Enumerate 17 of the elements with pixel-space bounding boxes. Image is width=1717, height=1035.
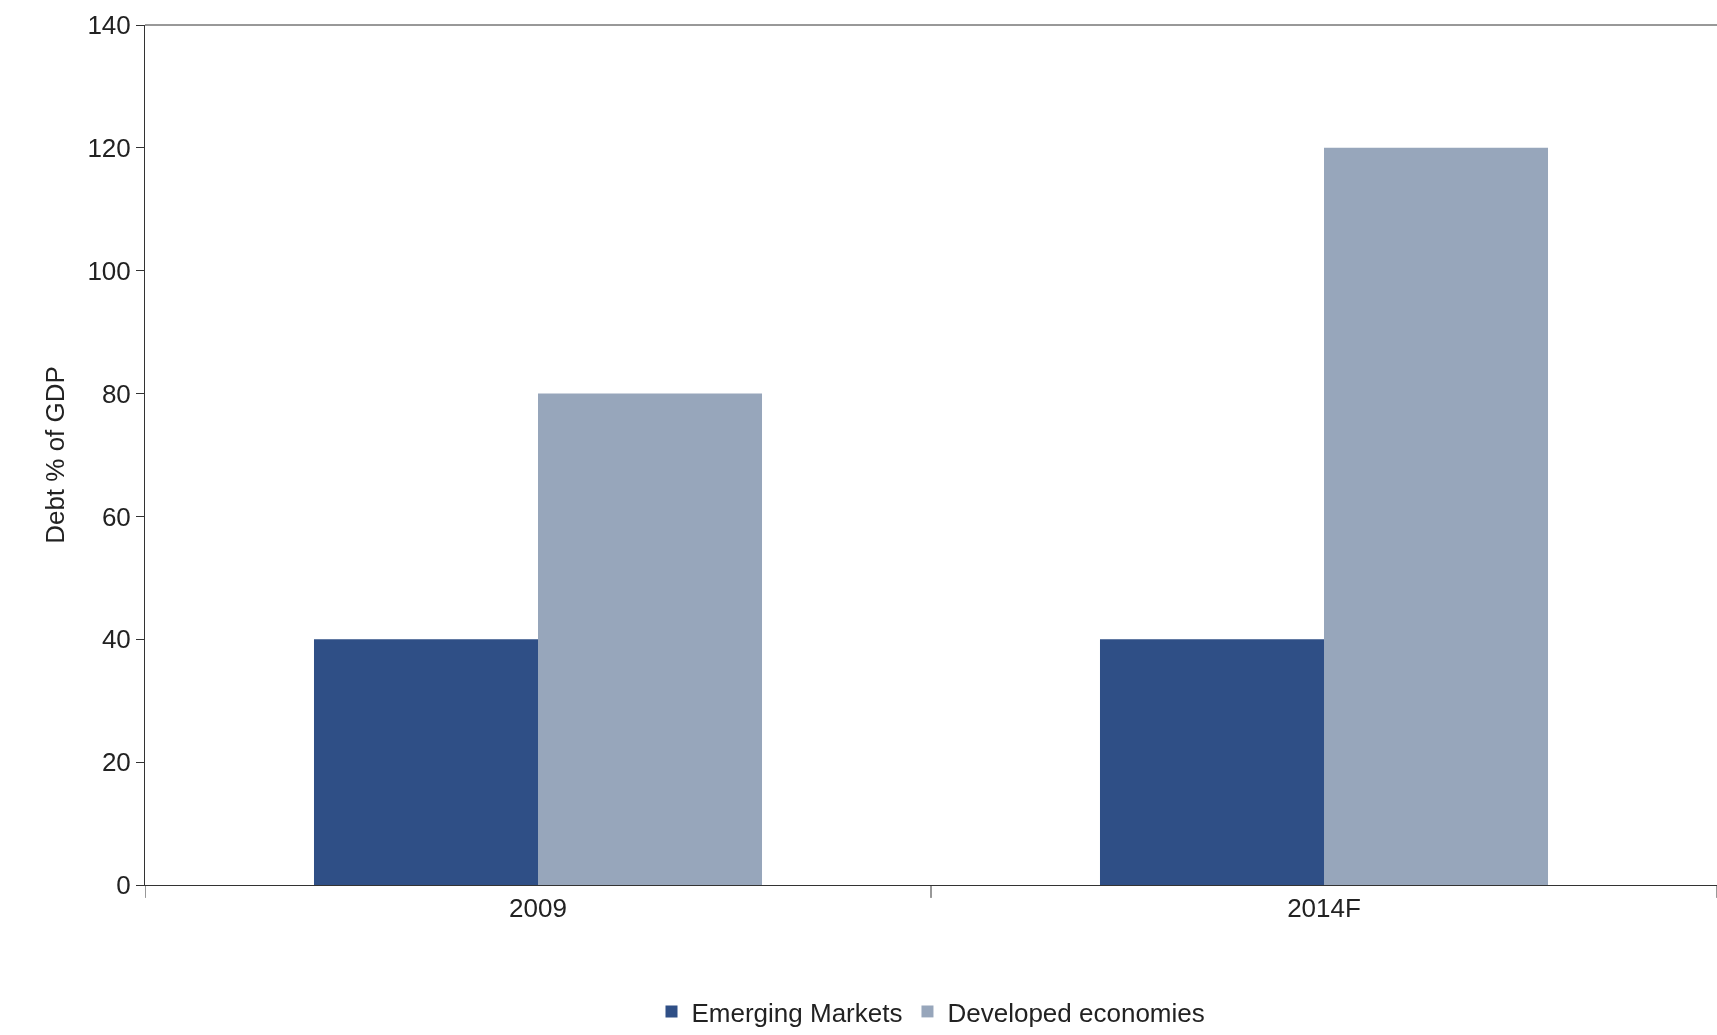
y-axis-title: Debt % of GDP	[39, 366, 70, 544]
x-tick-label: 2009	[509, 893, 567, 924]
x-tick-label: 2014F	[1287, 893, 1361, 924]
y-tick-label: 20	[101, 747, 131, 778]
y-tick-label: 0	[116, 870, 131, 901]
y-tick-label: 80	[101, 378, 131, 409]
bar	[313, 639, 538, 885]
y-tick-label: 120	[87, 132, 131, 163]
legend-label: Developed economies	[947, 997, 1205, 1028]
y-tick-label: 40	[101, 624, 131, 655]
bar	[1324, 147, 1549, 885]
y-tick-label: 60	[101, 501, 131, 532]
y-tick-label: 100	[87, 255, 131, 286]
bar	[1099, 639, 1324, 885]
legend-label: Emerging Markets	[691, 997, 903, 1028]
y-tick-label: 140	[87, 10, 131, 41]
bar	[538, 393, 763, 885]
